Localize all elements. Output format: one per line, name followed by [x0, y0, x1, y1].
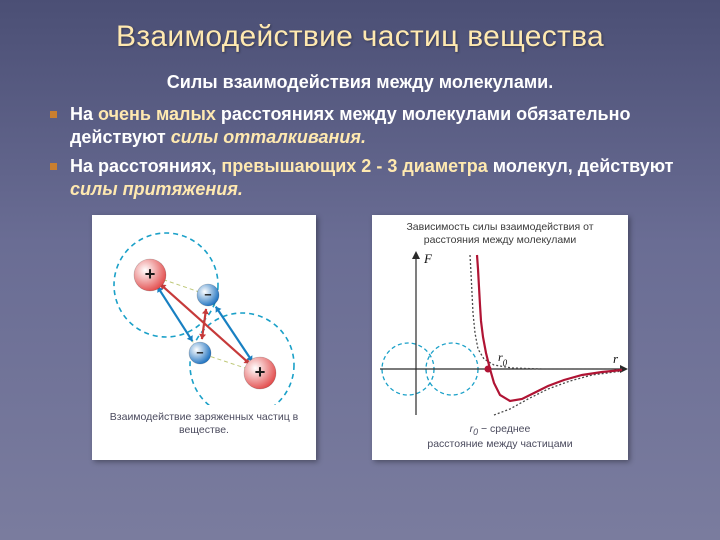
- emphasis-italic: силы притяжения.: [70, 179, 243, 199]
- text: На расстояниях,: [70, 156, 221, 176]
- emphasis: очень малых: [98, 104, 221, 124]
- figures-row: + + − − Взаимодействие заряженных частиц в …: [42, 215, 678, 459]
- svg-text:r0: r0: [498, 350, 508, 368]
- emphasis-italic: силы отталкивания.: [171, 127, 366, 147]
- slide: Взаимодействие частиц вещества Силы взаи…: [0, 0, 720, 540]
- figure-force-curve: Зависимость силы взаимодействия от расст…: [372, 215, 628, 459]
- svg-text:F: F: [423, 251, 433, 266]
- bullet-item: На расстояниях, превышающих 2 - 3 диамет…: [50, 155, 678, 201]
- figure-particles: + + − − Взаимодействие заряженных частиц в …: [92, 215, 316, 459]
- emphasis: превышающих 2 - 3 диаметра: [221, 156, 492, 176]
- bullet-item: На очень малых расстояниях между молекул…: [50, 103, 678, 149]
- figure-top-caption: Зависимость силы взаимодействия от расст…: [372, 215, 628, 249]
- svg-text:+: +: [145, 263, 156, 284]
- svg-text:−: −: [204, 288, 211, 302]
- text: молекул, действуют: [493, 156, 674, 176]
- figure-caption: Взаимодействие заряженных частиц в вещес…: [92, 405, 316, 445]
- svg-text:r: r: [613, 351, 619, 366]
- text: На: [70, 104, 98, 124]
- text: − среднее: [481, 423, 530, 435]
- text: расстояние между частицами: [427, 438, 572, 450]
- subtitle: Силы взаимодействия между молекулами.: [42, 72, 678, 93]
- particles-diagram: + + − −: [92, 215, 316, 405]
- svg-text:−: −: [196, 346, 203, 360]
- bullet-list: На очень малых расстояниях между молекул…: [50, 103, 678, 201]
- page-title: Взаимодействие частиц вещества: [42, 20, 678, 54]
- force-curve-chart: Fr r0: [372, 249, 628, 417]
- svg-text:+: +: [255, 361, 266, 382]
- figure-bottom-caption: r0 − среднее расстояние между частицами: [372, 417, 628, 459]
- r0-sym: r0: [470, 423, 478, 435]
